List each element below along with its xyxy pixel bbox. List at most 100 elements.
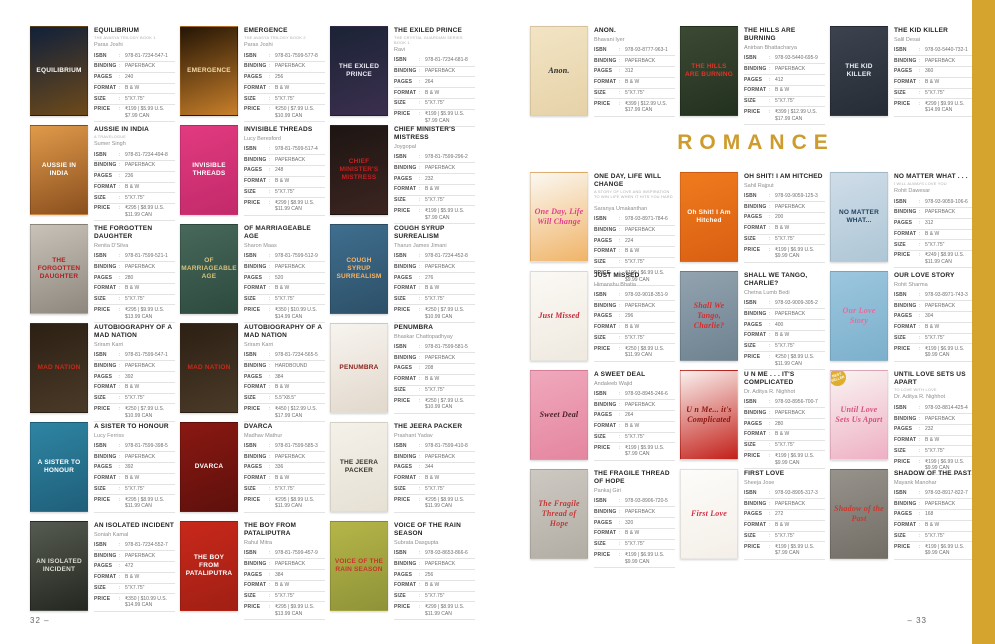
- spec-label: SIZE: [94, 485, 106, 492]
- book-info: EMERGENCE THE AVASYA TRILOGY BOOK 2 Paras …: [244, 26, 325, 123]
- book-author: Ravi: [394, 47, 406, 53]
- spec-value: B & W: [125, 384, 140, 391]
- spec-label: SIZE: [94, 584, 106, 591]
- book-author: Andaleeb Wajid: [594, 380, 633, 387]
- book-cover: EMERGENCE: [180, 26, 238, 116]
- spec-label: PRICE: [394, 306, 411, 313]
- spec-colon: :: [419, 365, 421, 372]
- spec-colon: :: [119, 74, 121, 81]
- spec-label: BINDING: [594, 226, 617, 233]
- spec-colon: :: [419, 354, 421, 361]
- spec-label: PAGES: [394, 175, 413, 182]
- spec-label: ISBN: [594, 292, 607, 299]
- spec-colon: :: [119, 453, 121, 460]
- spec-colon: :: [419, 306, 421, 313]
- spec-value: B & W: [625, 324, 640, 331]
- spec-colon: :: [769, 203, 771, 210]
- book-card: THE EXILED PRINCE THE EXILED PRINCE THE CR…: [330, 26, 475, 128]
- spec-value: B & W: [125, 285, 140, 292]
- spec-label: PRICE: [244, 106, 261, 113]
- spec-row-size: SIZE:5"X7.75": [594, 89, 675, 100]
- book-info: NO MATTER WHAT . . .I WILL ALWAYS LOVE Y…: [894, 172, 975, 269]
- spec-colon: :: [769, 332, 771, 339]
- spec-label: PAGES: [94, 563, 113, 570]
- cover-title-text: CHIEF MINISTER'S MISTRESS: [339, 157, 379, 182]
- spec-value: B & W: [925, 79, 940, 86]
- book-title: THE EXILED PRINCE: [394, 27, 463, 34]
- spec-row-isbn: ISBN:978-93-8906-720-5: [594, 497, 675, 508]
- spec-row-isbn: ISBN:978-81-7599-410-8: [394, 442, 475, 453]
- book-cover: MAD NATION: [180, 323, 238, 413]
- spec-row-isbn: ISBN:978-81-7599-512-9: [244, 252, 325, 263]
- book-title: UNTIL LOVE SETS US APART: [894, 371, 966, 387]
- spec-value: ₹295 | $8.99 U.S. $11.99 CAN: [125, 497, 175, 511]
- spec-colon: :: [419, 197, 421, 204]
- spec-colon: :: [619, 412, 621, 419]
- spec-value: 978-93-5440-695-9: [775, 55, 818, 62]
- spec-label: PAGES: [894, 220, 913, 227]
- spec-label: PRICE: [244, 405, 261, 412]
- book-cover: OF MARRIAGEABLE AGE: [180, 224, 238, 314]
- book-info: DVARCA Madhav Mathur ISBN:978-81-7599-585-…: [244, 422, 325, 513]
- book-cover: PENUMBRA: [330, 323, 388, 413]
- spec-row-price: PRICE: ₹295 | $8.99 U.S. $11.99 CAN: [94, 204, 175, 222]
- cover-title-text: One Day, Life Will Change: [534, 207, 584, 226]
- spec-row-pages: PAGES:344: [394, 463, 475, 474]
- cover-title-text: Our Love Story: [842, 306, 876, 325]
- price-line-2: $9.99 CAN: [625, 558, 650, 565]
- spec-label: BINDING: [244, 263, 267, 270]
- spec-colon: :: [769, 500, 771, 507]
- spec-colon: :: [419, 78, 421, 85]
- cover-title-text: EQUILIBRIUM: [36, 66, 82, 74]
- price-line-2: $13.99 CAN: [125, 313, 153, 320]
- spec-value: B & W: [775, 225, 790, 232]
- spec-label: ISBN: [744, 490, 757, 497]
- book-title: COUGH SYRUP SURREALISM: [394, 225, 445, 241]
- spec-value: 320: [625, 519, 634, 526]
- spec-row-binding: BINDING: PAPERBACK: [594, 56, 675, 68]
- spec-value: 5"X7.75": [625, 433, 645, 440]
- book-card: Shadow of the Past SHADOW OF THE PAST Maya…: [830, 469, 975, 560]
- spec-colon: :: [619, 334, 621, 341]
- spec-value: 978-93-8971-784-6: [625, 216, 668, 223]
- spec-value: ₹295 | $9.99 U.S. $13.99 CAN: [275, 604, 325, 618]
- spec-label: FORMAT: [244, 285, 267, 292]
- spec-colon: :: [619, 444, 621, 451]
- spec-colon: :: [769, 409, 771, 416]
- spec-colon: :: [619, 519, 621, 526]
- spec-label: ISBN: [594, 498, 607, 505]
- cover-title-text: Anon.: [548, 66, 570, 75]
- spec-value: PAPERBACK: [275, 156, 306, 163]
- spec-label: BINDING: [94, 162, 117, 169]
- spec-value: HARDBOUND: [275, 362, 308, 369]
- spec-row-pages: PAGES:400: [744, 320, 825, 331]
- book-title: CHIEF MINISTER'S MISTRESS: [394, 126, 456, 142]
- spec-row-pages: PAGES:208: [394, 364, 475, 375]
- book-card: AUSSIE IN INDIA AUSSIE IN INDIA A TRAVELOG…: [30, 125, 175, 222]
- spec-value: B & W: [125, 574, 140, 581]
- spec-value: B & W: [775, 87, 790, 94]
- spec-value: PAPERBACK: [775, 310, 806, 317]
- spec-label: ISBN: [894, 198, 907, 205]
- spec-value: PAPERBACK: [275, 453, 306, 460]
- price-line-2: $7.99 CAN: [125, 113, 150, 120]
- spec-label: SIZE: [94, 95, 106, 102]
- spec-row-format: FORMAT: B & W: [244, 581, 325, 592]
- spec-value: 256: [275, 74, 284, 81]
- spec-colon: :: [269, 443, 271, 450]
- spec-value: 392: [125, 464, 134, 471]
- spec-row-price: PRICE: ₹199 | $5.99 U.S. $7.99 CAN: [394, 206, 475, 224]
- spec-row-format: FORMAT: B & W: [94, 573, 175, 584]
- spec-label: SIZE: [394, 386, 406, 393]
- book-info: JUST MISSED Himanshu Bhatia ISBN:978-93-90…: [594, 271, 675, 362]
- spec-table: ISBN:978-93-8905-317-3 BINDING: PAPERBACK P…: [744, 489, 825, 560]
- spec-colon: :: [269, 306, 271, 313]
- spec-label: FORMAT: [744, 225, 767, 232]
- spec-row-size: SIZE:5"X7.75": [894, 532, 975, 543]
- book-author: Sriram Karri: [94, 341, 124, 348]
- spec-label: SIZE: [894, 447, 906, 454]
- spec-label: PRICE: [894, 543, 911, 550]
- cover-title-text: THE BOY FROM PATALIPUTRA: [185, 553, 233, 578]
- spec-label: PAGES: [394, 78, 413, 85]
- spec-colon: :: [269, 253, 271, 260]
